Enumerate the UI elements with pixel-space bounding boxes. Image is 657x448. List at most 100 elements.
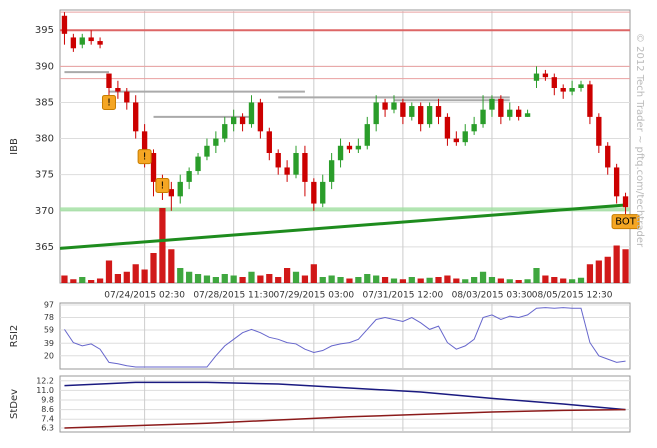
y-axis-title: StDev bbox=[9, 389, 20, 419]
y-axis-title: RSI2 bbox=[9, 325, 20, 348]
candle-body bbox=[97, 41, 103, 45]
volume-bar bbox=[533, 268, 540, 283]
volume-bar bbox=[70, 279, 77, 283]
y-tick-label: 8.6 bbox=[41, 405, 54, 414]
volume-bar bbox=[177, 268, 184, 283]
series-line bbox=[64, 381, 626, 411]
volume-bar bbox=[515, 280, 522, 283]
volume-bar bbox=[159, 208, 166, 283]
watermark: © 2012 Tech Trader ~ pftq.com/techtrader bbox=[634, 33, 645, 248]
volume-bar bbox=[212, 277, 219, 283]
candle-body bbox=[533, 73, 540, 81]
volume-bar bbox=[479, 271, 487, 283]
candle-body bbox=[222, 124, 228, 139]
y-tick-label: 20 bbox=[44, 351, 54, 360]
candle-body bbox=[70, 37, 77, 49]
candle-body bbox=[587, 84, 593, 117]
y-axis-title: IBB bbox=[9, 138, 20, 155]
candle-body bbox=[569, 88, 575, 92]
candle-body bbox=[115, 88, 121, 92]
candle-body bbox=[141, 131, 148, 153]
candle-body bbox=[382, 102, 388, 110]
volume-bar bbox=[381, 277, 389, 283]
volume-bar bbox=[141, 269, 148, 283]
annotation-label: ! bbox=[107, 97, 111, 108]
volume-bar bbox=[61, 275, 68, 283]
candle-body bbox=[266, 131, 272, 153]
series-line bbox=[64, 307, 626, 368]
candle-body bbox=[284, 167, 290, 175]
volume-bar bbox=[292, 271, 300, 283]
candle-body bbox=[551, 77, 557, 88]
volume-bar bbox=[497, 278, 504, 283]
candle-body bbox=[364, 124, 370, 146]
x-tick-label: 07/24/2015 02:30 bbox=[104, 291, 185, 301]
y-tick-label: 7.4 bbox=[41, 415, 54, 424]
candle-body bbox=[498, 98, 504, 117]
y-tick-label: 370 bbox=[35, 206, 54, 217]
volume-bar bbox=[283, 268, 291, 283]
volume-bar bbox=[337, 277, 344, 283]
volume-bar bbox=[390, 278, 398, 283]
volume-bar bbox=[230, 275, 237, 283]
candle-body bbox=[195, 156, 201, 172]
volume-bar bbox=[105, 260, 113, 283]
y-tick-label: 380 bbox=[35, 134, 54, 145]
candle-body bbox=[444, 116, 451, 139]
candle-body bbox=[88, 37, 94, 42]
volume-bar bbox=[203, 275, 211, 283]
candle-body bbox=[337, 145, 344, 161]
volume-bar bbox=[471, 277, 478, 283]
y-tick-label: 9.8 bbox=[41, 396, 54, 405]
candle-body bbox=[453, 138, 459, 143]
volume-bar bbox=[462, 279, 469, 283]
candle-body bbox=[516, 109, 522, 117]
candle-body bbox=[302, 153, 308, 182]
volume-bar bbox=[248, 271, 255, 283]
candle-body bbox=[346, 145, 353, 150]
volume-bar bbox=[239, 277, 246, 283]
candle-body bbox=[61, 15, 68, 34]
volume-bar bbox=[346, 278, 353, 283]
volume-bar bbox=[301, 275, 309, 283]
candle-body bbox=[560, 88, 566, 92]
volume-bar bbox=[319, 277, 326, 283]
volume-bar bbox=[266, 274, 273, 283]
y-tick-label: 11.0 bbox=[36, 386, 54, 395]
candle-body bbox=[320, 181, 326, 204]
volume-bar bbox=[221, 274, 228, 283]
volume-bar bbox=[417, 278, 424, 283]
candle-body bbox=[596, 116, 602, 146]
x-tick-label: 07/28/2015 11:30 bbox=[193, 291, 274, 301]
volume-bar bbox=[88, 280, 95, 283]
volume-bar bbox=[488, 277, 496, 283]
volume-bar bbox=[568, 279, 576, 283]
annotation-box bbox=[101, 94, 116, 110]
candle-body bbox=[248, 102, 255, 125]
candle-body bbox=[480, 109, 486, 125]
candle-body bbox=[507, 109, 513, 117]
candle-body bbox=[409, 106, 415, 117]
volume-bar bbox=[542, 275, 549, 283]
volume-bar bbox=[426, 277, 433, 283]
candle-body bbox=[622, 196, 629, 208]
volume-bar bbox=[79, 277, 86, 283]
y-tick-label: 78 bbox=[44, 313, 54, 322]
y-tick-label: 385 bbox=[35, 97, 54, 108]
x-tick-label: 07/29/2015 03:00 bbox=[273, 291, 354, 301]
candle-body bbox=[471, 124, 477, 132]
candle-body bbox=[613, 167, 620, 197]
panel-frame bbox=[59, 9, 631, 284]
volume-bar bbox=[194, 274, 202, 283]
candle-body bbox=[311, 181, 317, 204]
series-line bbox=[64, 408, 626, 429]
volume-bar bbox=[444, 275, 451, 283]
y-tick-label: 59 bbox=[44, 326, 54, 335]
volume-bar bbox=[453, 278, 460, 283]
volume-bar bbox=[586, 264, 594, 283]
volume-bar bbox=[399, 279, 407, 283]
volume-bar bbox=[96, 278, 104, 283]
volume-bar bbox=[114, 274, 122, 283]
annotation-box bbox=[155, 178, 170, 193]
candle-body bbox=[124, 91, 130, 103]
